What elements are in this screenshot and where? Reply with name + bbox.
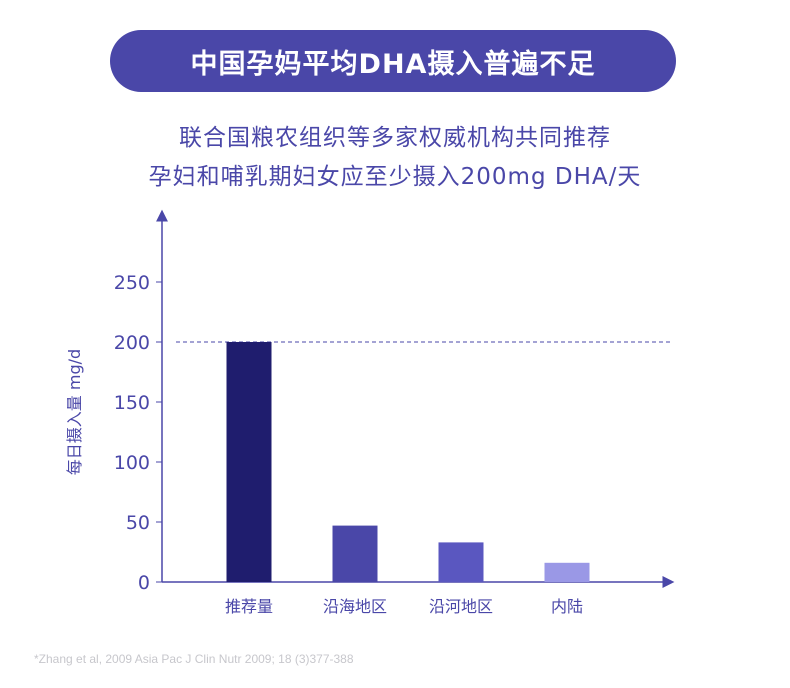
x-tick-label: 内陆 bbox=[551, 597, 583, 616]
y-tick-label: 50 bbox=[126, 512, 150, 534]
footnote: *Zhang et al, 2009 Asia Pac J Clin Nutr … bbox=[34, 652, 354, 666]
bars-group bbox=[226, 342, 590, 582]
y-tick-label: 150 bbox=[114, 392, 150, 414]
x-tick-label: 推荐量 bbox=[225, 597, 273, 616]
y-tick-label: 0 bbox=[138, 572, 150, 594]
y-ticks: 0 50 100 150 200 250 bbox=[114, 272, 162, 594]
bar-1 bbox=[332, 525, 378, 582]
y-tick-label: 250 bbox=[114, 272, 150, 294]
bar-2 bbox=[438, 542, 484, 582]
y-tick-label: 100 bbox=[114, 452, 150, 474]
subtitle-line-2: 孕妇和哺乳期妇女应至少摄入200mg DHA/天 bbox=[148, 164, 642, 190]
bar-3 bbox=[544, 562, 590, 582]
y-axis-label: 每日摄入量 mg/d bbox=[65, 349, 84, 475]
bar-0 bbox=[226, 342, 272, 582]
x-tick-label: 沿河地区 bbox=[429, 597, 493, 616]
y-tick-label: 200 bbox=[114, 332, 150, 354]
chart-title: 中国孕妈平均DHA摄入普遍不足 bbox=[190, 48, 596, 80]
subtitle-line-1: 联合国粮农组织等多家权威机构共同推荐 bbox=[179, 125, 611, 151]
x-tick-labels: 推荐量 沿海地区 沿河地区 内陆 bbox=[225, 597, 583, 616]
title-banner: 中国孕妈平均DHA摄入普遍不足 bbox=[110, 30, 676, 92]
x-tick-label: 沿海地区 bbox=[323, 597, 387, 616]
